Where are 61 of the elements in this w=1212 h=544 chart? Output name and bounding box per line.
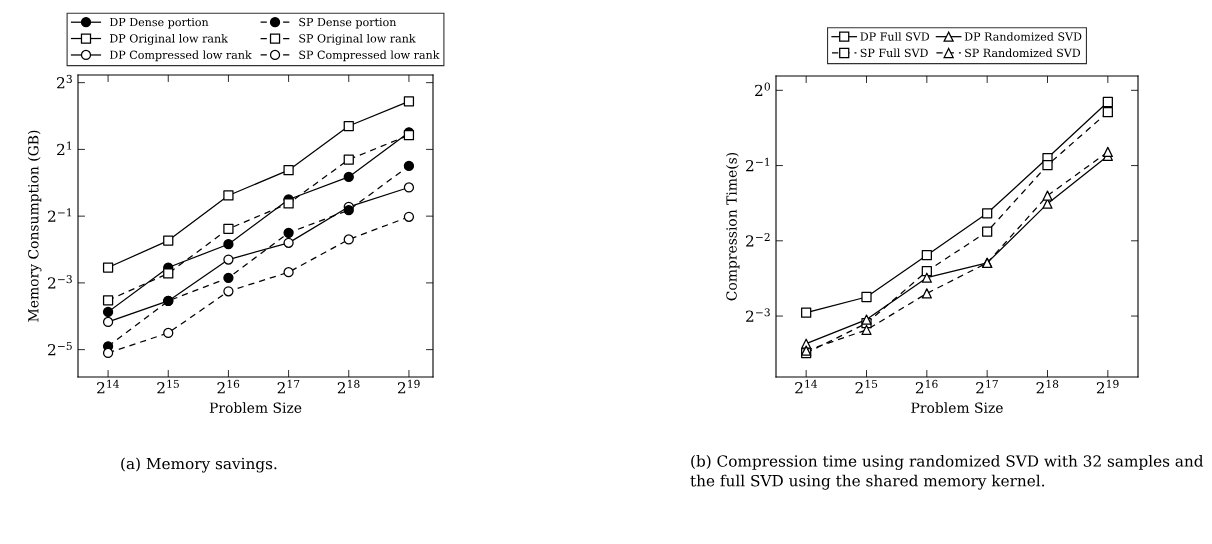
x-tick-label: 2$^{19}$ xyxy=(1096,379,1119,394)
point xyxy=(982,226,993,237)
point xyxy=(921,288,932,299)
point xyxy=(1042,159,1053,171)
point xyxy=(1102,106,1113,118)
y-tick-label: 2$^{−1}$ xyxy=(746,157,770,172)
point xyxy=(223,223,234,234)
legend-label: SP Compressed low rank xyxy=(299,50,440,62)
point xyxy=(861,314,872,325)
y-axis-title: Memory Consumption (GB) xyxy=(27,130,42,322)
point xyxy=(223,190,234,201)
x-tick-label: 2$^{18}$ xyxy=(337,379,360,394)
x-tick-label: 2$^{15}$ xyxy=(157,379,179,394)
legend-label: SP Full SVD xyxy=(860,48,928,58)
legend-label: SP Original low rank xyxy=(299,33,416,45)
y-tick-label: 2$^{1}$ xyxy=(57,141,72,156)
x-axis-title: Problem Size xyxy=(209,402,302,413)
x-tick-label: 2$^{14}$ xyxy=(795,379,818,394)
x-tick-label: 2$^{16}$ xyxy=(915,379,938,394)
point xyxy=(163,268,174,279)
legend-label: DP Full SVD xyxy=(860,32,930,41)
y-tick-label: 2$^{3}$ xyxy=(57,74,72,89)
y-tick-label: 2$^{0}$ xyxy=(755,82,770,97)
point xyxy=(283,198,294,209)
point xyxy=(343,120,354,132)
point xyxy=(1042,190,1053,201)
point xyxy=(801,307,812,318)
x-tick-label: 2$^{19}$ xyxy=(397,379,420,394)
legend-label: SP Dense portion xyxy=(299,17,397,29)
legend-label: SP Randomized SVD xyxy=(965,48,1081,58)
x-tick-label: 2$^{18}$ xyxy=(1036,379,1059,394)
text: (a) Memory savings. xyxy=(121,457,277,473)
point xyxy=(861,291,872,303)
legend-label: DP Compressed low rank xyxy=(109,50,252,62)
x-tick-label: 2$^{14}$ xyxy=(97,379,120,394)
x-tick-label: 2$^{17}$ xyxy=(976,379,998,394)
x-tick-label: 2$^{16}$ xyxy=(217,379,240,394)
x-axis-title: Problem Size xyxy=(911,402,1003,413)
point xyxy=(1102,146,1113,158)
point xyxy=(102,295,114,306)
x-tick-label: 2$^{15}$ xyxy=(855,379,878,394)
y-tick-label: 2$^{−5}$ xyxy=(48,341,72,356)
point xyxy=(1102,96,1113,108)
y-tick-label: 2$^{−1}$ xyxy=(48,208,72,222)
y-tick-label: 2$^{−3}$ xyxy=(48,275,72,289)
legend-label: DP Original low rank xyxy=(109,33,228,45)
y-tick-label: 2$^{−2}$ xyxy=(746,233,770,247)
point xyxy=(343,154,354,165)
y-axis-title: Compression Time(s) xyxy=(726,152,740,301)
text: (b) Compression time using randomized SVD with 32 samples and the full SVD using the shared memory kernel. xyxy=(690,455,1204,490)
x-tick-label: 2$^{17}$ xyxy=(277,379,300,394)
point xyxy=(283,165,294,176)
point xyxy=(102,262,114,273)
y-tick-label: 2$^{−3}$ xyxy=(746,308,770,322)
point xyxy=(403,96,415,107)
point xyxy=(163,235,174,246)
legend-label: DP Dense portion xyxy=(109,17,209,29)
legend-label: DP Randomized SVD xyxy=(964,32,1082,41)
point xyxy=(982,208,993,219)
point xyxy=(921,272,932,283)
point xyxy=(921,250,932,261)
